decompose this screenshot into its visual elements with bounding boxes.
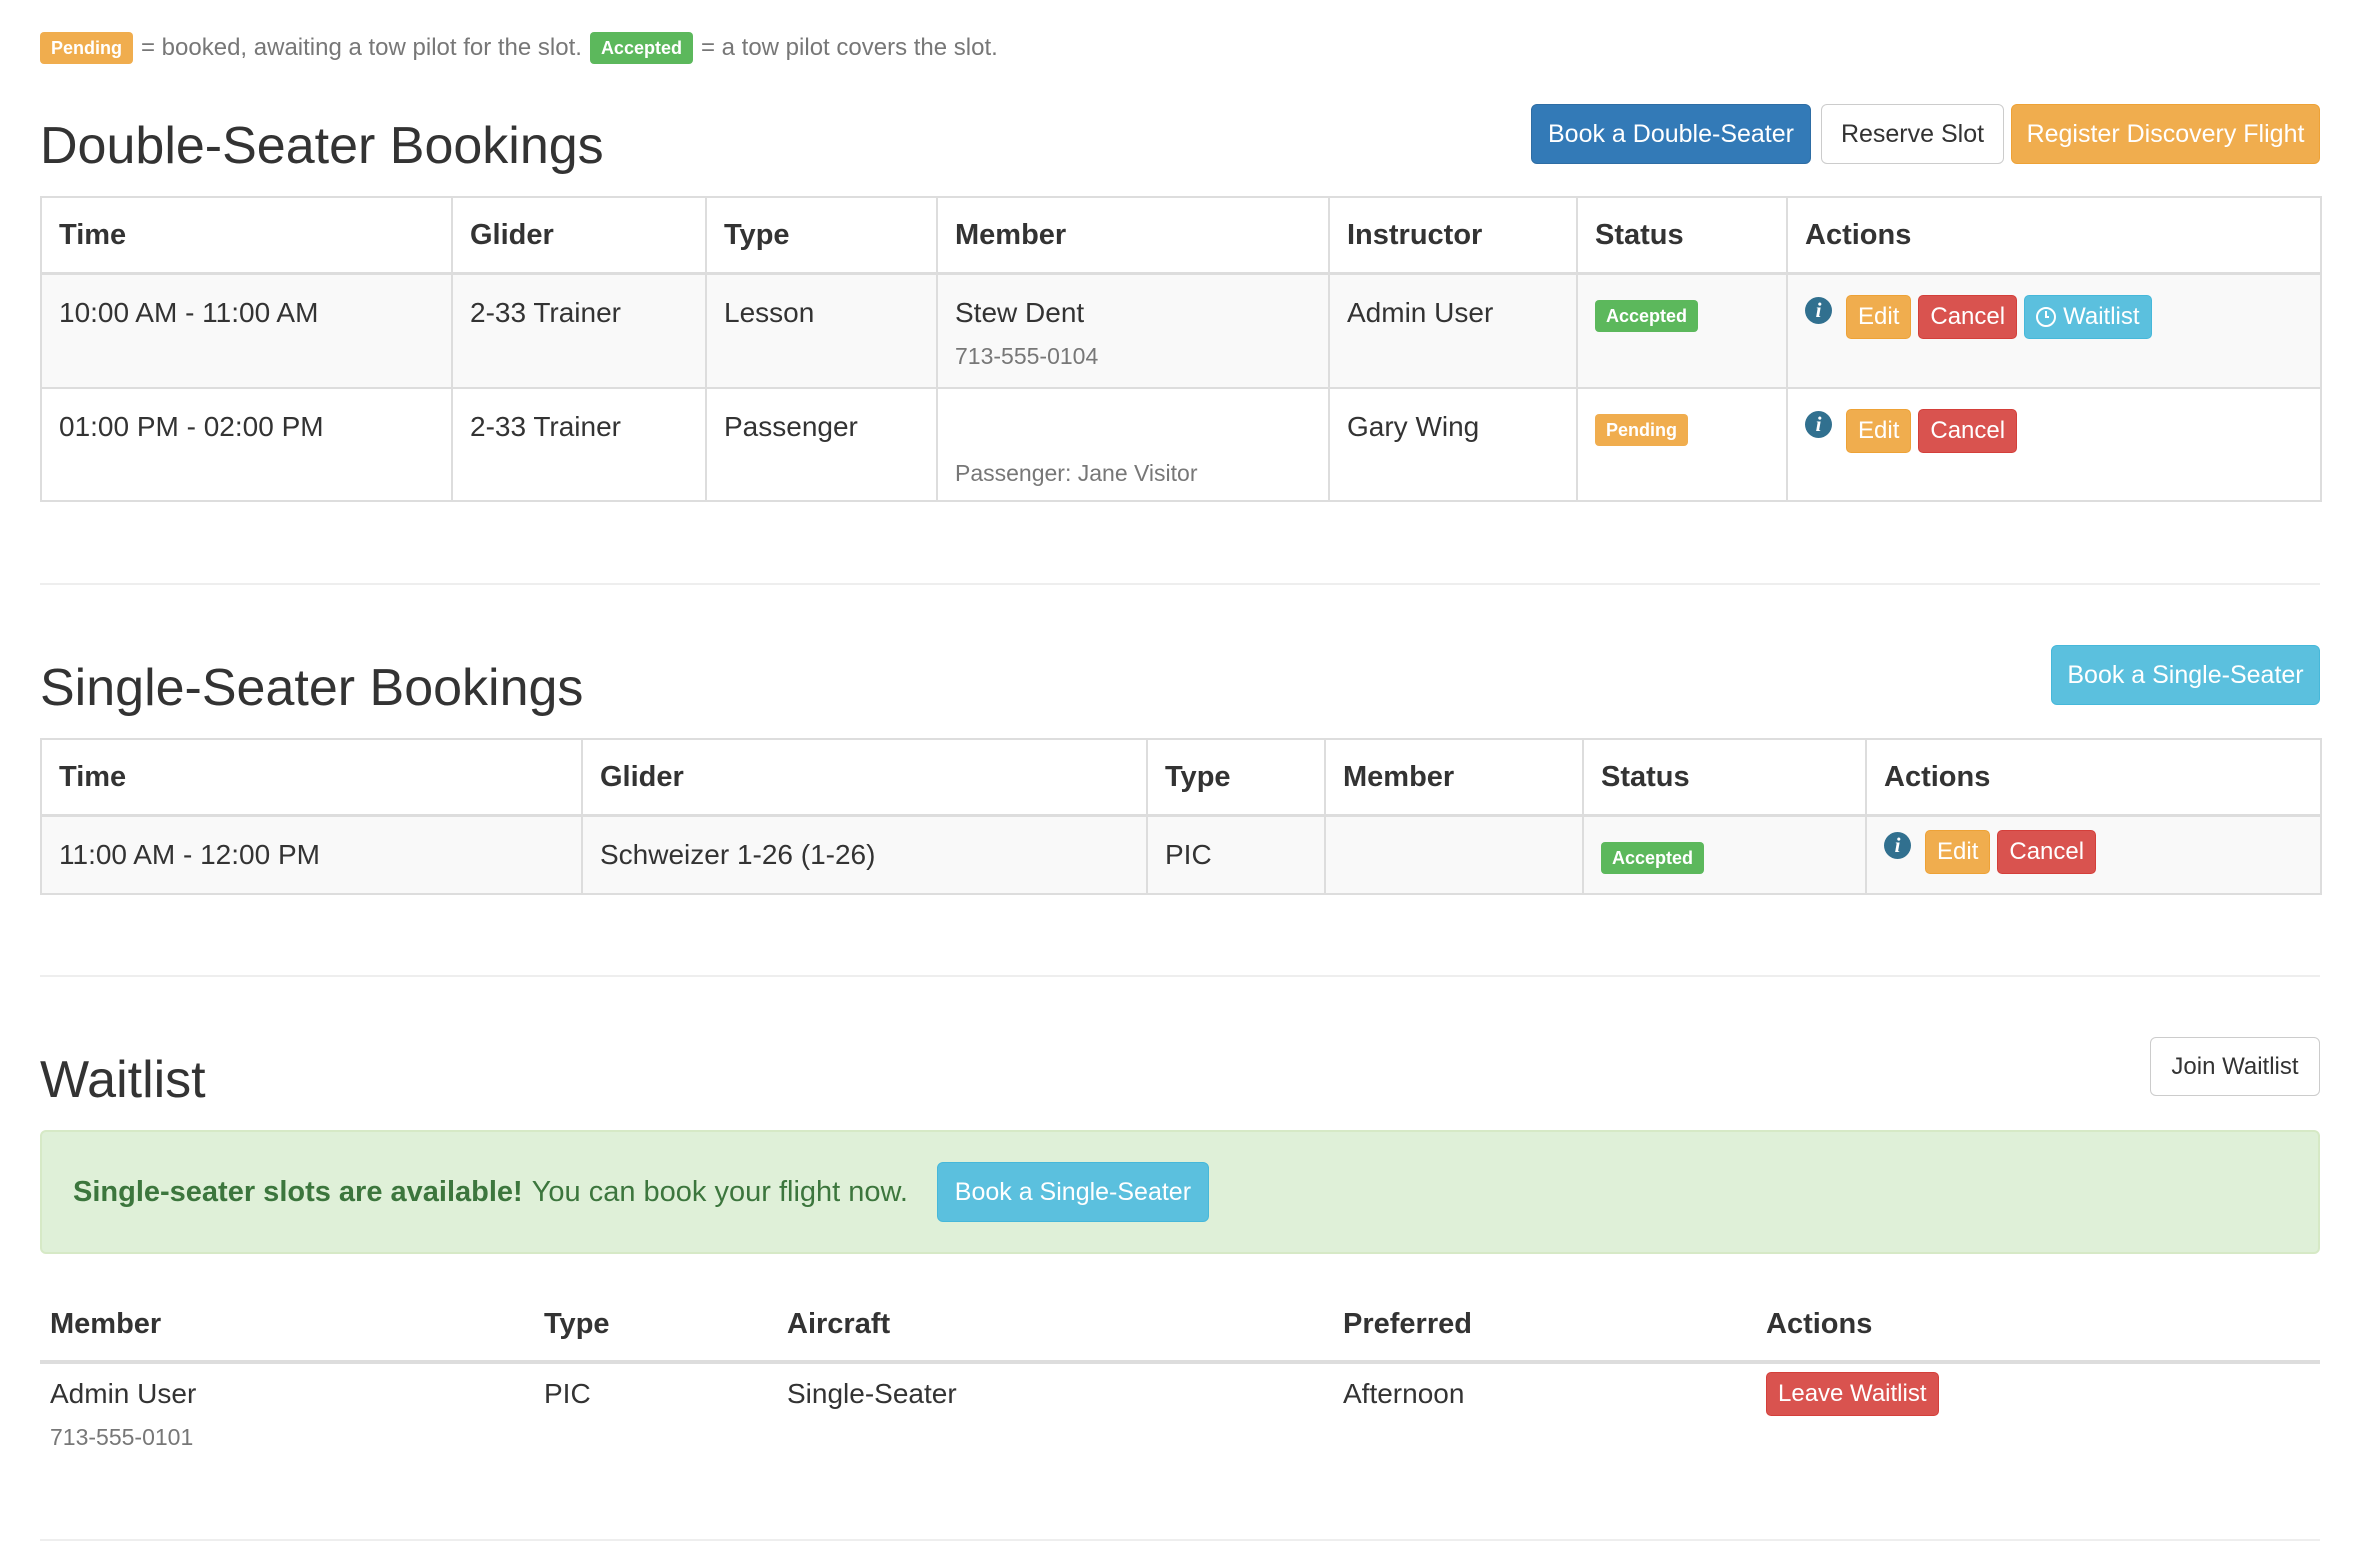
column-header-member: Member [40,1288,534,1364]
waitlist-title: Waitlist [40,1051,206,1109]
table-row: 01:00 PM - 02:00 PM 2-33 Trainer Passeng… [40,386,2322,502]
column-header-type: Type [534,1288,777,1364]
instructor-cell: Gary Wing [1328,386,1578,502]
info-icon[interactable]: i [1805,297,1832,324]
status-cell: Accepted [1576,272,1788,389]
double-seater-toolbar: Book a Double-Seater Reserve Slot Regist… [1531,104,2320,164]
table-row: 11:00 AM - 12:00 PM Schweizer 1-26 (1-26… [40,814,2322,895]
edit-button[interactable]: Edit [1846,295,1912,339]
table-header-row: Time Glider Type Member Status Actions [40,738,2322,817]
column-header-actions: Actions [1786,196,2322,275]
member-cell: Stew Dent 713-555-0104 [936,272,1330,389]
column-header-actions: Actions [1865,738,2322,817]
passenger-name: Passenger: Jane Visitor [955,459,1198,486]
waitlist-button-label: Waitlist [2063,303,2140,330]
member-cell: Admin User 713-555-0101 [40,1362,534,1451]
preferred-cell: Afternoon [1343,1378,1465,1409]
book-double-seater-button[interactable]: Book a Double-Seater [1531,104,1811,164]
clock-icon [2036,307,2057,327]
type-cell: Lesson [705,272,938,389]
actions-cell: i Edit Cancel Waitlist [1786,272,2322,389]
glider-cell: 2-33 Trainer [451,272,707,389]
info-icon[interactable]: i [1884,832,1911,859]
glider-cell: Schweizer 1-26 (1-26) [581,814,1148,895]
column-header-instructor: Instructor [1328,196,1578,275]
book-single-seater-button[interactable]: Book a Single-Seater [2051,645,2320,705]
table-row: Admin User 713-555-0101 PIC Single-Seate… [40,1362,2320,1451]
cancel-button[interactable]: Cancel [1918,295,2018,339]
pending-legend-text: = booked, awaiting a tow pilot for the s… [141,34,582,61]
status-cell: Pending [1576,386,1788,502]
member-phone: 713-555-0101 [50,1424,194,1450]
type-cell: PIC [544,1378,591,1409]
pending-badge: Pending [40,32,133,64]
single-seater-table: Time Glider Type Member Status Actions 1… [40,738,2322,895]
instructor-cell: Admin User [1328,272,1578,389]
column-header-status: Status [1582,738,1867,817]
glider-cell: 2-33 Trainer [451,386,707,502]
actions-cell: Leave Waitlist [1756,1362,2320,1451]
column-header-time: Time [40,196,453,275]
accepted-legend-text: = a tow pilot covers the slot. [700,34,998,61]
column-header-status: Status [1576,196,1788,275]
time-cell: 10:00 AM - 11:00 AM [40,272,453,389]
member-name: Stew Dent [955,297,1085,328]
member-cell: Passenger: Jane Visitor [936,386,1330,502]
table-header-row: Member Type Aircraft Preferred Actions [40,1288,2320,1364]
double-seater-table: Time Glider Type Member Instructor Statu… [40,196,2322,502]
type-cell: PIC [1146,814,1326,895]
actions-cell: i Edit Cancel [1786,386,2322,502]
info-icon[interactable]: i [1805,410,1832,438]
column-header-member: Member [936,196,1330,275]
alert-message: You can book your flight now. [531,1175,908,1208]
accepted-badge: Accepted [589,32,693,64]
alert-book-single-seater-button[interactable]: Book a Single-Seater [936,1162,1209,1222]
aircraft-cell: Single-Seater [787,1378,957,1409]
single-seater-title: Single-Seater Bookings [40,659,584,717]
column-header-glider: Glider [581,738,1148,817]
register-discovery-flight-button[interactable]: Register Discovery Flight [2011,104,2320,164]
cancel-button[interactable]: Cancel [1918,408,2018,453]
column-header-aircraft: Aircraft [777,1288,1333,1364]
status-badge: Accepted [1595,300,1699,332]
actions-cell: i Edit Cancel [1865,814,2322,895]
edit-button[interactable]: Edit [1925,830,1991,874]
reserve-slot-button[interactable]: Reserve Slot [1821,104,2004,164]
availability-alert: Single-seater slots are available! You c… [40,1130,2320,1254]
column-header-type: Type [1146,738,1326,817]
leave-waitlist-button[interactable]: Leave Waitlist [1766,1372,1939,1416]
column-header-actions: Actions [1756,1288,2320,1364]
cancel-button[interactable]: Cancel [1997,830,2097,874]
alert-heading: Single-seater slots are available! [73,1175,523,1208]
waitlist-table: Member Type Aircraft Preferred Actions A… [40,1288,2320,1451]
section-divider [40,975,2320,977]
time-cell: 01:00 PM - 02:00 PM [40,386,453,502]
member-phone: 713-555-0104 [955,343,1099,369]
column-header-time: Time [40,738,583,817]
type-cell: Passenger [705,386,938,502]
member-cell [1324,814,1584,895]
double-seater-title: Double-Seater Bookings [40,117,604,175]
waitlist-button[interactable]: Waitlist [2024,295,2152,339]
column-header-glider: Glider [451,196,707,275]
section-divider [40,583,2320,585]
status-badge: Pending [1595,413,1688,446]
status-legend: Pending = booked, awaiting a tow pilot f… [40,32,1006,64]
table-row: 10:00 AM - 11:00 AM 2-33 Trainer Lesson … [40,272,2322,389]
section-divider [40,1539,2320,1541]
edit-button[interactable]: Edit [1846,408,1912,453]
status-badge: Accepted [1601,842,1705,874]
time-cell: 11:00 AM - 12:00 PM [40,814,583,895]
join-waitlist-button[interactable]: Join Waitlist [2150,1037,2320,1096]
column-header-member: Member [1324,738,1584,817]
table-header-row: Time Glider Type Member Instructor Statu… [40,196,2322,275]
column-header-preferred: Preferred [1333,1288,1756,1364]
column-header-type: Type [705,196,938,275]
status-cell: Accepted [1582,814,1867,895]
member-name: Admin User [50,1378,197,1409]
